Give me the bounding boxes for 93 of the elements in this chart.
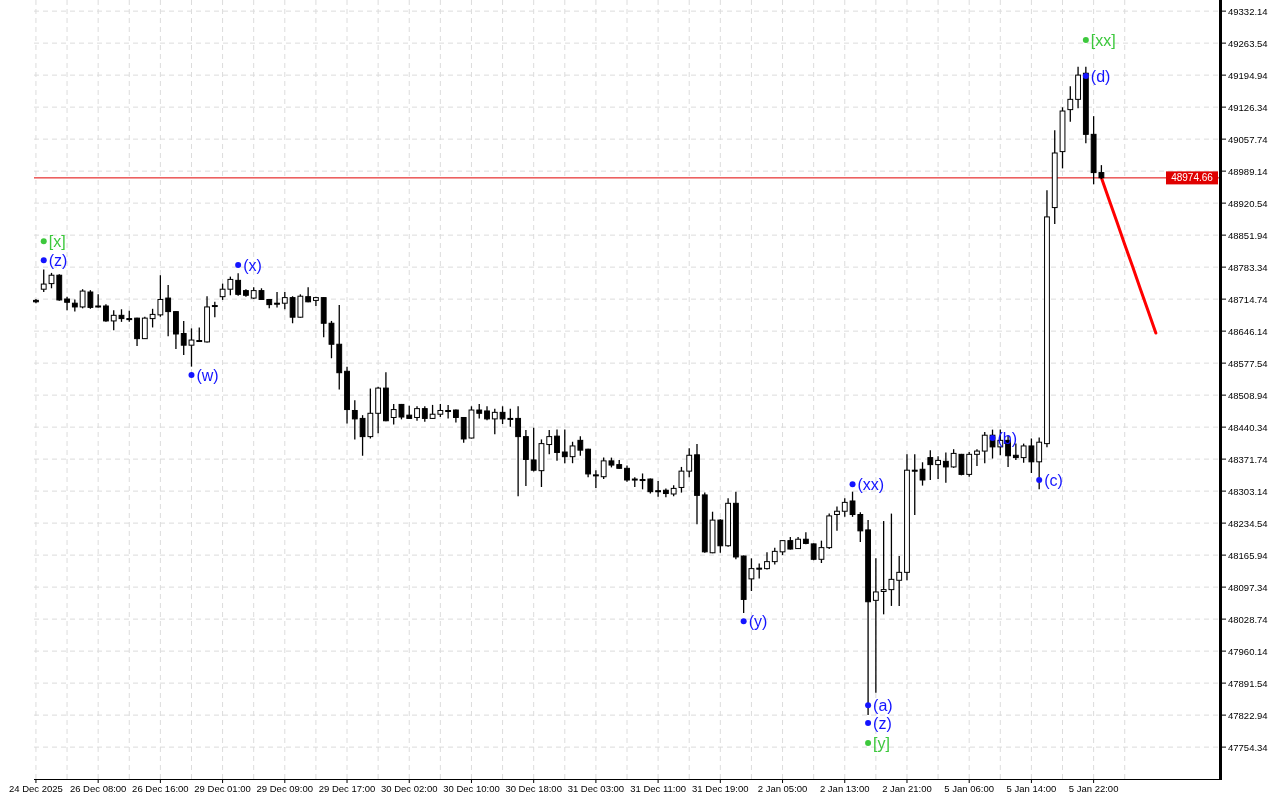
point — [1082, 37, 1089, 44]
x-tick-label: 31 Dec 11:00 — [630, 783, 687, 794]
point — [235, 261, 242, 268]
data-label: (z) — [873, 714, 892, 732]
point — [865, 740, 872, 747]
y-tick-label: 48714.74 — [1228, 293, 1268, 305]
y-tick-label: 49057.74 — [1228, 133, 1268, 145]
y-tick-label: 48165.94 — [1228, 549, 1268, 561]
point — [740, 618, 747, 625]
candlestick — [491, 407, 498, 435]
y-tick-label: 49194.94 — [1228, 69, 1268, 81]
point — [865, 702, 872, 709]
candlestick — [165, 284, 172, 337]
x-tick-label: 5 Jan 14:00 — [1006, 783, 1057, 794]
x-tick-label: 24 Dec 2025 — [9, 783, 63, 794]
data-label: (w) — [196, 366, 219, 384]
x-tick-label: 30 Dec 10:00 — [443, 783, 500, 794]
candlestick — [592, 469, 599, 489]
y-tick-label: 47960.14 — [1228, 645, 1268, 657]
candlestick — [764, 551, 770, 571]
candlestick — [655, 480, 662, 498]
candlestick — [351, 399, 358, 441]
candlestick — [935, 455, 941, 480]
y-tick-label: 48371.74 — [1228, 453, 1268, 465]
y-tick-label: 48234.54 — [1228, 517, 1268, 529]
y-tick-label: 48097.34 — [1228, 581, 1268, 593]
y-tick-label: 48577.54 — [1228, 357, 1268, 369]
candlestick — [1067, 85, 1074, 123]
x-tick-label: 31 Dec 03:00 — [567, 783, 625, 794]
x-tick-label: 29 Dec 17:00 — [318, 783, 376, 794]
data-label: (c) — [1044, 471, 1063, 489]
point — [40, 238, 47, 245]
y-tick-label: 49263.54 — [1228, 37, 1268, 49]
candlestick — [445, 404, 452, 420]
candlestick — [942, 451, 949, 484]
x-tick-label: 2 Jan 21:00 — [882, 783, 932, 794]
y-tick-label: 48646.14 — [1228, 325, 1268, 337]
candlestick — [834, 505, 840, 532]
x-tick-label: 29 Dec 09:00 — [256, 783, 314, 794]
candlestick — [1036, 436, 1043, 490]
point — [188, 372, 195, 379]
data-label: (z) — [48, 251, 68, 269]
x-tick-label: 5 Jan 06:00 — [944, 783, 995, 794]
x-tick-label: 30 Dec 18:00 — [505, 783, 562, 794]
x-tick-label: 26 Dec 08:00 — [69, 783, 127, 794]
y-tick-label: 48440.34 — [1228, 421, 1268, 433]
y-tick-label: 47891.54 — [1228, 677, 1268, 689]
candlestick — [927, 449, 934, 481]
y-tick-label: 48783.34 — [1228, 261, 1268, 273]
data-label: (a) — [873, 696, 893, 714]
y-tick-label: 48303.14 — [1228, 485, 1268, 497]
data-label: [y] — [873, 734, 890, 752]
point — [1036, 477, 1043, 483]
candlestick — [173, 310, 179, 350]
point — [849, 481, 856, 488]
candlestick — [554, 428, 560, 462]
candlestick — [974, 448, 980, 467]
x-tick-label: 2 Jan 13:00 — [819, 783, 870, 794]
x-tick-label: 2 Jan 05:00 — [757, 783, 808, 794]
point — [1082, 73, 1089, 80]
y-tick-label: 47754.34 — [1228, 741, 1268, 753]
y-tick-label: 48851.94 — [1228, 229, 1268, 241]
y-tick-label: 48028.74 — [1228, 613, 1268, 625]
candlestick — [522, 429, 529, 487]
candlestick — [872, 557, 879, 694]
point — [989, 435, 996, 442]
x-tick-label: 31 Dec 19:00 — [692, 783, 749, 794]
x-tick-label: 29 Dec 01:00 — [194, 783, 251, 794]
data-label: (y) — [748, 612, 768, 630]
data-label: (x) — [243, 256, 262, 274]
data-label: (d) — [1090, 67, 1111, 85]
candlestick — [896, 555, 903, 607]
y-tick-label: 49332.14 — [1228, 5, 1268, 17]
candlestick — [235, 272, 242, 297]
candlestick — [966, 451, 973, 478]
y-tick-label: 48508.94 — [1228, 389, 1268, 401]
candlestick — [515, 405, 522, 497]
y-tick-label: 48989.14 — [1228, 165, 1268, 177]
x-tick-label: 5 Jan 22:00 — [1068, 783, 1119, 794]
candlestick — [305, 286, 312, 303]
candlestick — [134, 317, 140, 347]
ref-line-label: 48974.66 — [1171, 172, 1214, 184]
y-tick-label: 49126.34 — [1228, 101, 1268, 113]
x-tick-label: 30 Dec 02:00 — [380, 783, 438, 794]
data-label: [x] — [48, 232, 66, 250]
point — [865, 720, 872, 727]
point — [40, 257, 47, 264]
data-label: [xx] — [1090, 31, 1116, 49]
y-tick-label: 48920.54 — [1228, 197, 1268, 209]
candlestick — [274, 291, 280, 309]
x-tick-label: 26 Dec 16:00 — [132, 783, 189, 794]
y-tick-label: 47822.94 — [1228, 709, 1268, 721]
data-label: (xx) — [857, 475, 885, 493]
